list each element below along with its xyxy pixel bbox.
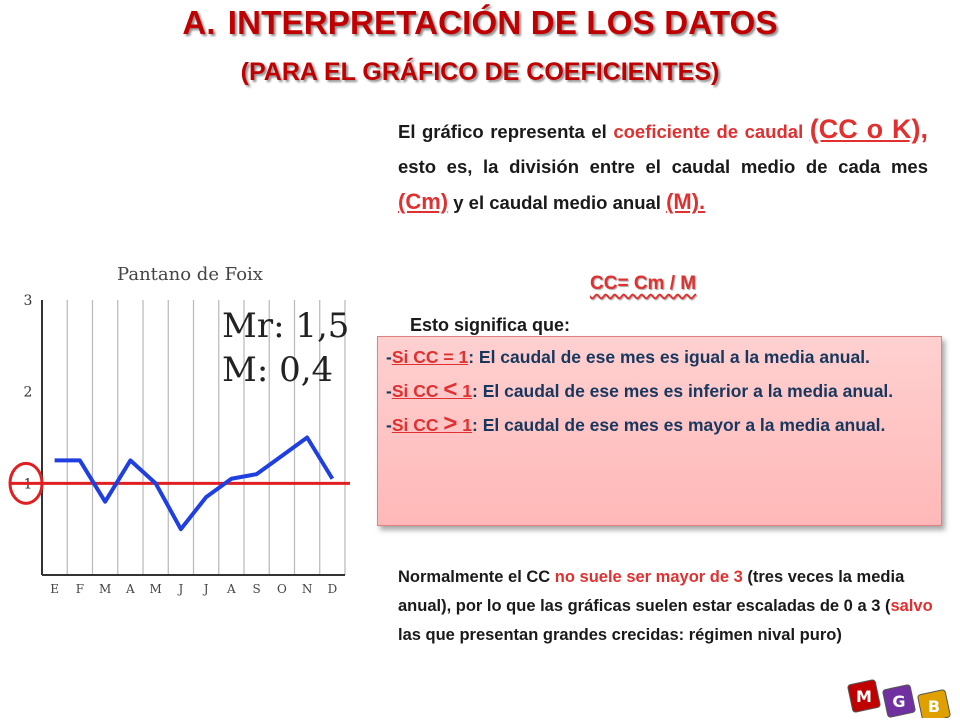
svg-text:B: B [928, 697, 940, 716]
chart-annotation-m: M: 0,4 [222, 350, 333, 390]
title-main: INTERPRETACIÓN DE LOS DATOS [227, 4, 778, 41]
logo-block: G [882, 684, 916, 718]
term-m: (M). [666, 189, 706, 214]
x-tick-label: J [176, 582, 183, 596]
highlight-circle [8, 461, 44, 505]
slide-subtitle: (PARA EL GRÁFICO DE COEFICIENTES) [240, 58, 720, 86]
note-highlight: no suele ser mayor de 3 [554, 568, 743, 586]
x-tick-label: A [125, 582, 135, 596]
intro-text-3: y el caudal medio anual [448, 192, 667, 213]
rule-condition: Si CC > 1 [391, 410, 472, 437]
y-tick-label: 2 [24, 385, 33, 401]
note-paragraph: Normalmente el CC no suele ser mayor de … [398, 568, 933, 644]
rule-text: : El caudal de ese mes es mayor a la med… [472, 415, 886, 435]
title-number: A. [182, 4, 216, 41]
x-tick-label: J [202, 582, 209, 596]
rule-dash: - [386, 381, 392, 401]
x-tick-label: S [253, 582, 261, 596]
x-tick-label: M [149, 582, 161, 596]
term-coeficiente: coeficiente de caudal [613, 121, 804, 142]
term-cm: (Cm) [398, 189, 449, 214]
y-tick-label: 3 [24, 293, 33, 309]
rule-condition: Si CC = 1 [391, 347, 469, 367]
note-salvo: salvo [890, 597, 933, 615]
rule-greater: -Si CC > 1: El caudal de ese mes es mayo… [386, 411, 933, 438]
slide-title: A. INTERPRETACIÓN DE LOS DATOS [0, 4, 960, 42]
logo-block: M [847, 679, 881, 713]
svg-text:M: M [856, 687, 872, 706]
x-tick-label: N [302, 582, 313, 596]
formula: CC= Cm / M [590, 273, 697, 294]
svg-text:G: G [892, 692, 905, 711]
intro-paragraph: El gráfico representa el coeficiente de … [398, 112, 928, 220]
x-tick-label: O [277, 582, 287, 596]
x-tick-label: D [328, 582, 338, 596]
rule-dash: - [386, 415, 392, 435]
rule-condition: Si CC < 1 [391, 376, 472, 403]
x-tick-label: A [226, 582, 236, 596]
series-line [54, 435, 335, 532]
rule-dash: - [386, 347, 392, 367]
chart-title: Pantano de Foix [117, 264, 263, 285]
term-cc-k: (CC o K), [809, 114, 928, 144]
x-tick-label: F [76, 582, 84, 596]
rule-equal: -Si CC = 1: El caudal de ese mes es igua… [386, 345, 933, 370]
x-tick-label: M [99, 582, 111, 596]
logo-block: B [917, 689, 951, 718]
intro-text-1: El gráfico representa el [398, 121, 614, 142]
chart-annotation-mr: Mr: 1,5 [222, 306, 349, 346]
rule-less: -Si CC < 1: El caudal de ese mes es infe… [386, 377, 933, 404]
means-label: Esto significa que: [410, 315, 571, 335]
intro-text-2: esto es, la división entre el caudal med… [398, 156, 928, 177]
rule-text: : El caudal de ese mes es igual a la med… [468, 347, 870, 367]
rule-text: : El caudal de ese mes es inferior a la … [472, 381, 894, 401]
x-tick-label: E [50, 582, 59, 596]
rules-box: -Si CC = 1: El caudal de ese mes es igua… [377, 336, 942, 526]
